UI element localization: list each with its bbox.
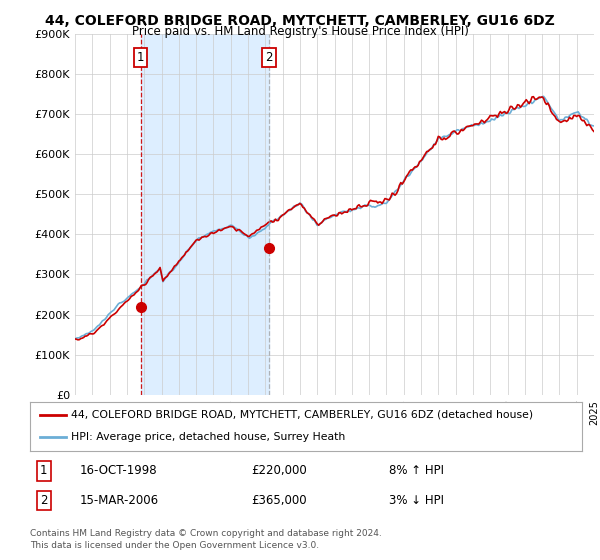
Text: 44, COLEFORD BRIDGE ROAD, MYTCHETT, CAMBERLEY, GU16 6DZ: 44, COLEFORD BRIDGE ROAD, MYTCHETT, CAMB… (45, 14, 555, 28)
Text: 1: 1 (137, 51, 145, 64)
Text: 16-OCT-1998: 16-OCT-1998 (80, 464, 157, 477)
Text: 2: 2 (40, 494, 47, 507)
Text: £220,000: £220,000 (251, 464, 307, 477)
Text: Price paid vs. HM Land Registry's House Price Index (HPI): Price paid vs. HM Land Registry's House … (131, 25, 469, 38)
Text: £365,000: £365,000 (251, 494, 307, 507)
Text: Contains HM Land Registry data © Crown copyright and database right 2024.: Contains HM Land Registry data © Crown c… (30, 530, 382, 539)
Text: 44, COLEFORD BRIDGE ROAD, MYTCHETT, CAMBERLEY, GU16 6DZ (detached house): 44, COLEFORD BRIDGE ROAD, MYTCHETT, CAMB… (71, 410, 533, 420)
Text: HPI: Average price, detached house, Surrey Heath: HPI: Average price, detached house, Surr… (71, 432, 346, 442)
Bar (140, 34, 269, 395)
Text: This data is licensed under the Open Government Licence v3.0.: This data is licensed under the Open Gov… (30, 541, 319, 550)
Text: 2: 2 (265, 51, 272, 64)
Text: 1: 1 (40, 464, 47, 477)
Text: 3% ↓ HPI: 3% ↓ HPI (389, 494, 444, 507)
Text: 8% ↑ HPI: 8% ↑ HPI (389, 464, 444, 477)
Text: 15-MAR-2006: 15-MAR-2006 (80, 494, 159, 507)
